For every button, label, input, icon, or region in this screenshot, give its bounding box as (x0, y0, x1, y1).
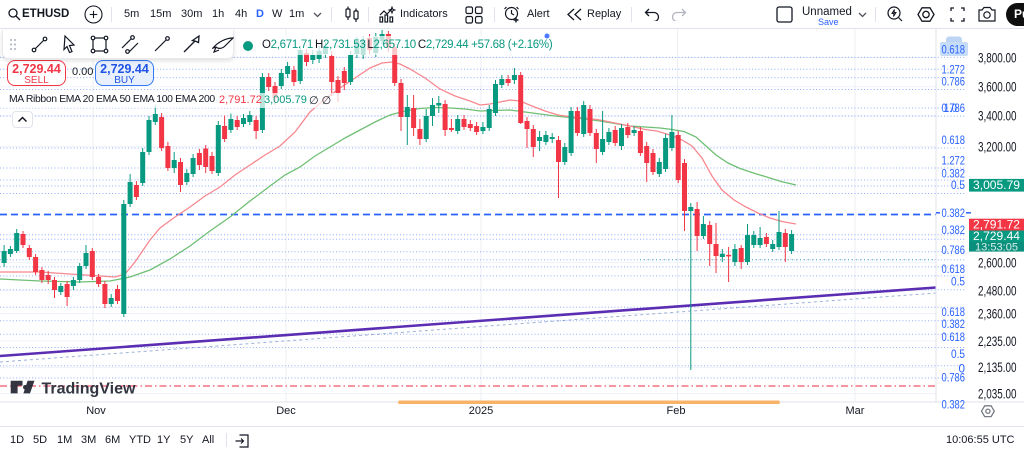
svg-text:2,600.00: 2,600.00 (978, 255, 1017, 270)
svg-text:3,200.00: 3,200.00 (978, 139, 1017, 154)
svg-text:0.786: 0.786 (942, 74, 966, 88)
svg-text:3,400.00: 3,400.00 (978, 108, 1017, 123)
svg-text:Dec: Dec (276, 405, 296, 417)
svg-text:0.786: 0.786 (942, 243, 966, 257)
svg-text:0.5: 0.5 (951, 178, 965, 192)
svg-text:0.382: 0.382 (942, 167, 966, 181)
svg-text:0.382: 0.382 (942, 223, 966, 237)
svg-text:0.5: 0.5 (951, 275, 965, 289)
svg-text:0.5: 0.5 (951, 347, 965, 361)
svg-text:0.618: 0.618 (942, 305, 966, 319)
svg-text:0.618: 0.618 (942, 262, 966, 276)
svg-text:2025: 2025 (469, 405, 493, 417)
svg-text:0.382: 0.382 (942, 317, 966, 331)
svg-text:2,480.00: 2,480.00 (978, 283, 1017, 298)
svg-text:0.786: 0.786 (942, 101, 966, 115)
svg-text:2,135.00: 2,135.00 (978, 360, 1017, 375)
svg-text:1.272: 1.272 (942, 63, 966, 77)
svg-text:1.272: 1.272 (942, 154, 966, 168)
svg-text:0: 0 (959, 362, 966, 376)
svg-text:1.0: 1.0 (944, 101, 957, 115)
svg-text:2,729.44: 2,729.44 (973, 229, 1020, 243)
svg-text:13:53:05: 13:53:05 (975, 241, 1018, 253)
svg-text:3,800.00: 3,800.00 (978, 50, 1017, 65)
svg-text:0.618: 0.618 (942, 133, 966, 147)
svg-text:2,235.00: 2,235.00 (978, 334, 1017, 349)
svg-text:0.618: 0.618 (942, 42, 966, 56)
svg-text:TradingView: TradingView (42, 381, 137, 398)
svg-text:2,791.72: 2,791.72 (973, 218, 1020, 232)
svg-text:0.786: 0.786 (942, 371, 966, 385)
svg-text:3,600.00: 3,600.00 (978, 80, 1017, 95)
svg-text:2,035.00: 2,035.00 (978, 386, 1017, 401)
svg-text:0.382: 0.382 (942, 206, 966, 220)
svg-text:Mar: Mar (846, 405, 865, 417)
svg-text:Feb: Feb (667, 405, 686, 417)
svg-text:2,360.00: 2,360.00 (978, 306, 1017, 321)
svg-text:3,005.79: 3,005.79 (973, 178, 1020, 192)
svg-text:0.618: 0.618 (942, 330, 966, 344)
svg-text:0.382: 0.382 (942, 398, 966, 412)
svg-text:Nov: Nov (86, 405, 106, 417)
